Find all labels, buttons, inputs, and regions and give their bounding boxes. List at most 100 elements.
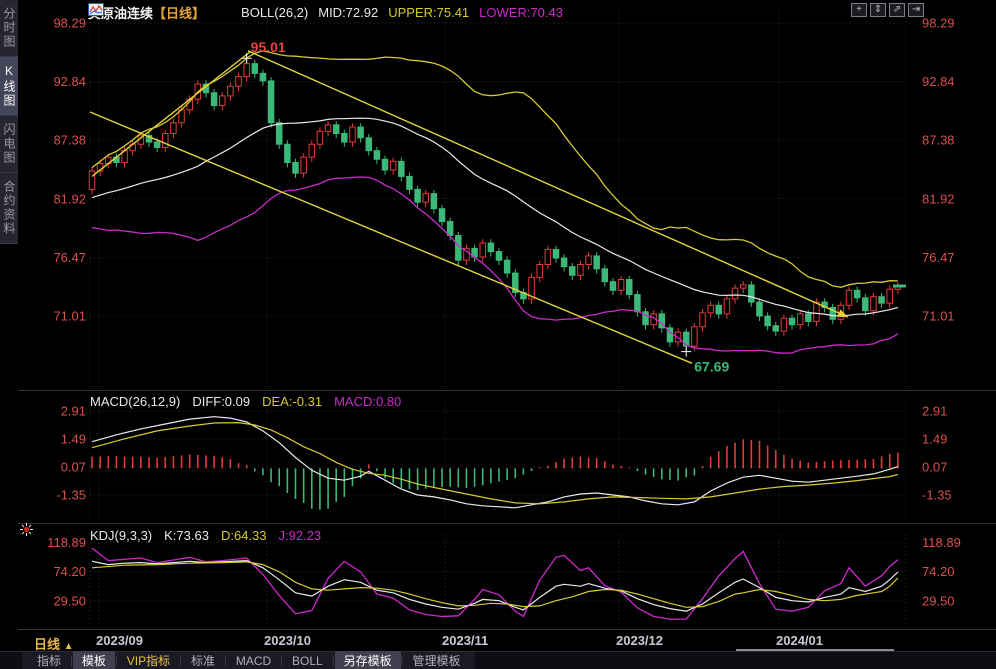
y-tick-label: -1.35 — [922, 487, 952, 502]
tab-管理模板[interactable]: 管理模板 — [412, 654, 461, 668]
kdj-d-line — [91, 561, 899, 608]
candle-body — [715, 304, 723, 315]
candle-body — [479, 242, 486, 258]
candle-body — [170, 122, 177, 134]
candle-body — [634, 294, 641, 313]
period-label: 日线 — [34, 637, 61, 652]
candle-body — [455, 235, 462, 261]
candle-body — [422, 193, 429, 203]
macd-dea-value: DEA:-0.31 — [262, 394, 323, 409]
candle-body — [284, 143, 291, 163]
tab-divider: | — [179, 654, 182, 667]
tab-另存模板[interactable]: 另存模板 — [334, 651, 401, 669]
macd-dea-line — [91, 421, 899, 505]
candle-body — [853, 289, 861, 299]
chart-type-sidebar: 分时图 K线图 闪电图 合约资料 — [0, 0, 18, 669]
candle-body — [341, 132, 348, 143]
tab-divider: | — [280, 654, 284, 667]
y-tick-label: 1.49 — [61, 431, 86, 446]
kdj-k-value: K:73.63 — [164, 528, 209, 543]
candle-body — [300, 156, 307, 174]
tab-标准[interactable]: 标准 — [190, 654, 215, 668]
macd-diff-value: DIFF:0.09 — [192, 394, 251, 409]
tab-divider: | — [70, 654, 73, 667]
candle-body — [316, 130, 324, 145]
tab-模板[interactable]: 模板 — [72, 651, 115, 669]
boll-upper-value: UPPER:75.41 — [388, 5, 470, 20]
candle-body — [438, 208, 446, 223]
kdj-panel — [91, 547, 899, 620]
main-price-panel: 95.01 67.69 — [88, 39, 906, 375]
macd-indicator-name: MACD(26,12,9) — [90, 394, 181, 409]
period-selector[interactable]: 日线 ▲ — [34, 634, 74, 653]
tab-divider: | — [114, 654, 118, 667]
x-axis-date-label[interactable]: 2024/01 — [776, 633, 823, 648]
boll-upper-line — [91, 50, 898, 288]
candle-body — [585, 255, 592, 266]
x-axis-date-label[interactable]: 2023/09 — [96, 633, 143, 648]
y-tick-label: 29.50 — [53, 594, 86, 609]
x-axis-date-label[interactable]: 2023/11 — [442, 633, 488, 648]
tab-MACD[interactable]: MACD — [235, 653, 272, 668]
y-tick-label: 98.29 — [922, 15, 955, 30]
y-tick-label: 87.38 — [922, 133, 955, 148]
candle-body — [349, 126, 356, 143]
candle-body — [503, 259, 511, 274]
tab-divider: | — [223, 654, 227, 667]
x-axis-date-label[interactable]: 2023/12 — [616, 633, 663, 648]
candle-body — [292, 161, 299, 174]
trendline — [247, 50, 849, 318]
candle-body — [235, 76, 242, 87]
sidebar-item-闪电图[interactable]: 闪电图 — [0, 116, 18, 173]
macd-panel — [91, 416, 899, 510]
trendline-arrowhead — [837, 309, 848, 318]
y-axis-scale-icon[interactable]: ⇕ — [870, 3, 886, 17]
boll-lower-value: LOWER:70.43 — [479, 5, 563, 20]
candle-body — [512, 272, 519, 293]
candle-body — [153, 141, 161, 148]
y-tick-label: 2.91 — [61, 403, 86, 418]
trendline — [91, 51, 251, 177]
candle-body — [552, 248, 560, 259]
candle-body — [739, 284, 747, 289]
sidebar-item-K线图[interactable]: K线图 — [0, 57, 18, 116]
kdj-d-value: D:64.33 — [220, 528, 267, 543]
candle-body — [756, 301, 763, 317]
candle-body — [642, 311, 649, 326]
candle-body — [324, 124, 332, 132]
shift-chart-right-icon[interactable]: ⇥ — [908, 3, 924, 17]
candle-body — [617, 279, 625, 291]
tab-BOLL[interactable]: BOLL — [292, 653, 323, 668]
tab-VIP指标[interactable]: VIP指标 — [126, 654, 171, 668]
candle-body — [373, 150, 381, 160]
y-tick-label: 98.29 — [53, 15, 86, 30]
candle-body — [414, 188, 421, 203]
chart-toolbar: + ⇕ ⇗ ⇥ — [851, 3, 924, 17]
kdj-indicator-name: KDJ(9,3,3) — [90, 528, 153, 543]
y-tick-label: 81.92 — [922, 191, 955, 206]
y-tick-label: 92.84 — [53, 74, 86, 89]
period-arrow-icon: ▲ — [63, 641, 74, 652]
indicator-chart-icon — [88, 3, 231, 19]
tab-指标[interactable]: 指标 — [37, 654, 62, 668]
candle-body — [251, 63, 259, 74]
candle-body — [780, 317, 788, 332]
sidebar-item-合约资料[interactable]: 合约资料 — [0, 173, 18, 244]
candle-body — [536, 264, 543, 278]
sidebar-item-分时图[interactable]: 分时图 — [0, 0, 18, 57]
candle-body — [275, 122, 283, 145]
y-tick-label: 76.47 — [53, 250, 86, 265]
candle-body — [162, 132, 169, 148]
symbol-title: 美原油连续 — [88, 6, 154, 21]
y-tick-label: 74.20 — [922, 564, 955, 579]
candle-body — [886, 288, 893, 304]
kdj-panel-header: KDJ(9,3,3) K:73.63 D:64.33 J:92.23 — [90, 528, 321, 543]
candle-body — [862, 297, 869, 312]
x-axis-date-label[interactable]: 2023/10 — [264, 633, 311, 648]
x-axis-scale-icon[interactable]: ⇗ — [889, 3, 905, 17]
candle-body — [699, 312, 706, 328]
pan-crosshair-icon[interactable]: + — [851, 3, 867, 17]
y-tick-label: 81.92 — [53, 191, 86, 206]
